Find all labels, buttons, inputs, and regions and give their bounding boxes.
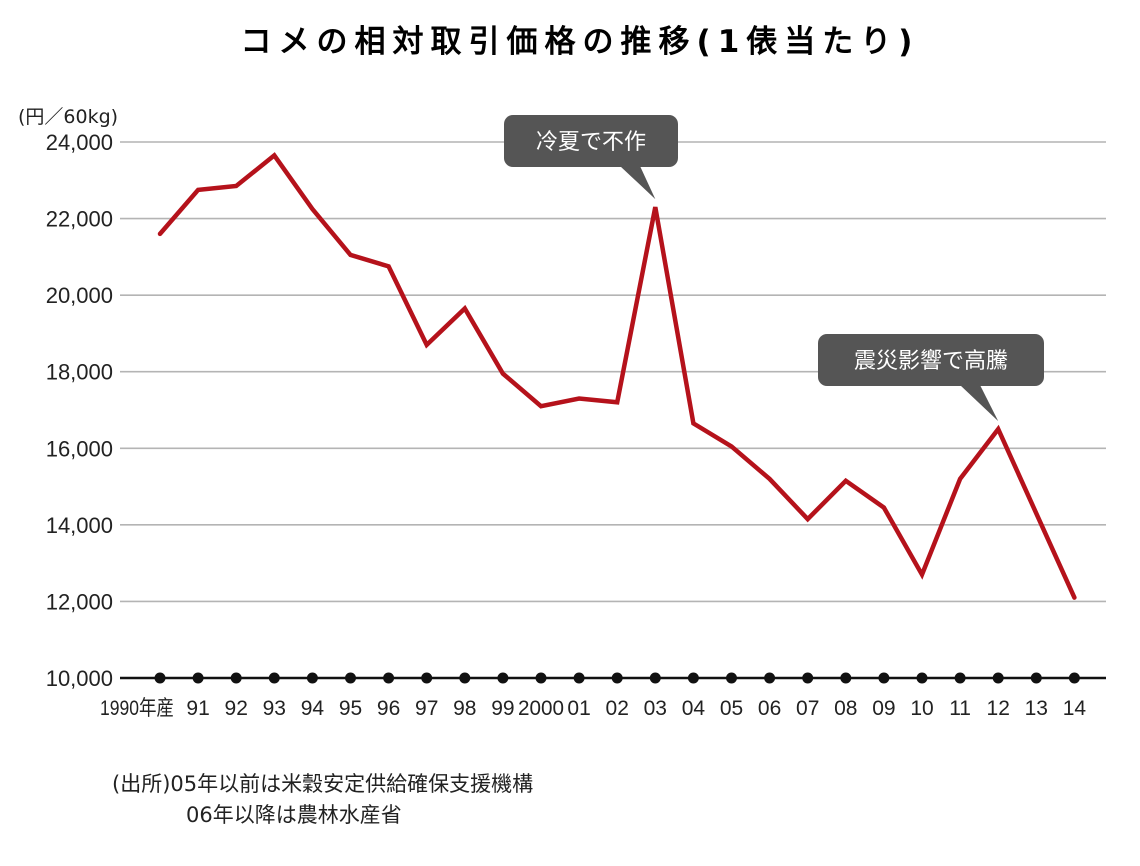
x-axis-marker (687, 672, 699, 684)
x-tick-label: 91 (186, 697, 209, 720)
x-tick-label: 05 (720, 697, 743, 720)
y-tick-label: 14,000 (46, 513, 113, 538)
x-axis-marker (383, 672, 395, 684)
x-axis-marker (230, 672, 242, 684)
x-axis-marker (1068, 672, 1080, 684)
callout-text: 冷夏で不作 (536, 130, 646, 155)
x-tick-label: 12 (987, 697, 1010, 720)
x-axis-marker (992, 672, 1004, 684)
x-axis-marker (878, 672, 890, 684)
annotation-callout: 冷夏で不作 (504, 115, 678, 200)
x-axis-marker (954, 672, 966, 684)
x-axis-marker (802, 672, 814, 684)
x-axis-marker (611, 672, 623, 684)
x-tick-label: 1990年産 (100, 697, 174, 720)
x-axis-marker (154, 672, 166, 684)
x-axis-tick-labels: 1990年産 91 92 93 94 95 96 97 98 99 2000 01 02 03 04 05 06… (100, 697, 1086, 720)
x-tick-label: 11 (949, 697, 971, 720)
x-axis-marker (421, 672, 433, 684)
callout-text: 震災影響で高騰 (854, 349, 1008, 374)
x-axis-marker (459, 672, 471, 684)
x-axis-marker (345, 672, 356, 684)
x-tick-label: 94 (301, 697, 325, 720)
x-tick-label: 08 (834, 697, 857, 720)
x-tick-label: 06 (758, 697, 781, 720)
y-tick-label: 10,000 (46, 666, 113, 691)
x-axis-marker (726, 672, 737, 684)
x-axis-marker (840, 672, 852, 684)
x-tick-label: 93 (263, 697, 286, 720)
series-line (157, 152, 1077, 600)
x-tick-label: 97 (415, 697, 438, 720)
callout-box (504, 115, 678, 167)
x-axis-marker (268, 672, 280, 684)
x-axis-marker (535, 672, 547, 684)
x-tick-label: 99 (491, 697, 514, 720)
y-tick-label: 20,000 (46, 283, 113, 308)
x-tick-label: 2000 (518, 697, 564, 720)
x-axis-marker (192, 672, 204, 684)
chart-title: コメの相対取引価格の推移(1俵当たり) (241, 24, 920, 60)
x-tick-label: 95 (339, 697, 362, 720)
y-tick-label: 18,000 (46, 360, 113, 385)
y-tick-label: 24,000 (46, 130, 113, 155)
callout-box (818, 334, 1044, 386)
x-axis-marker (573, 672, 585, 684)
x-tick-label: 98 (453, 697, 476, 720)
y-axis-unit-label: (円／60kg) (18, 106, 118, 128)
y-tick-label: 22,000 (46, 207, 113, 232)
annotation-callout: 震災影響で高騰 (818, 334, 1044, 422)
x-tick-label: 02 (606, 697, 629, 720)
x-tick-label: 96 (377, 697, 400, 720)
x-tick-label: 13 (1025, 697, 1048, 720)
source-note-line-1: (出所)05年以前は米穀安定供給確保支援機構 (112, 772, 534, 796)
y-tick-label: 16,000 (46, 436, 113, 461)
x-tick-label: 09 (872, 697, 895, 720)
gridlines (120, 141, 1106, 680)
x-tick-label: 10 (910, 697, 933, 720)
x-tick-label: 04 (682, 697, 706, 720)
x-axis-marker (916, 672, 928, 684)
x-axis-marker (497, 672, 509, 684)
x-tick-label: 14 (1063, 697, 1087, 720)
x-axis-marker (1030, 672, 1042, 684)
x-axis-marker (306, 672, 318, 684)
source-note-line-2: 06年以降は農林水産省 (186, 803, 402, 827)
x-axis-marker (649, 672, 661, 684)
y-tick-label: 12,000 (46, 589, 113, 614)
price-series (157, 152, 1077, 600)
x-tick-label: 03 (644, 697, 667, 720)
x-axis-marker (764, 672, 776, 684)
x-tick-label: 01 (567, 697, 590, 720)
callout-pointer (960, 385, 999, 422)
x-axis-markers (154, 672, 1080, 684)
x-tick-label: 07 (796, 697, 819, 720)
callout-pointer (620, 166, 656, 200)
y-axis-tick-labels: 10,000 12,000 14,000 16,000 18,000 20,000 22,0… (46, 130, 113, 691)
x-tick-label: 92 (225, 697, 248, 720)
